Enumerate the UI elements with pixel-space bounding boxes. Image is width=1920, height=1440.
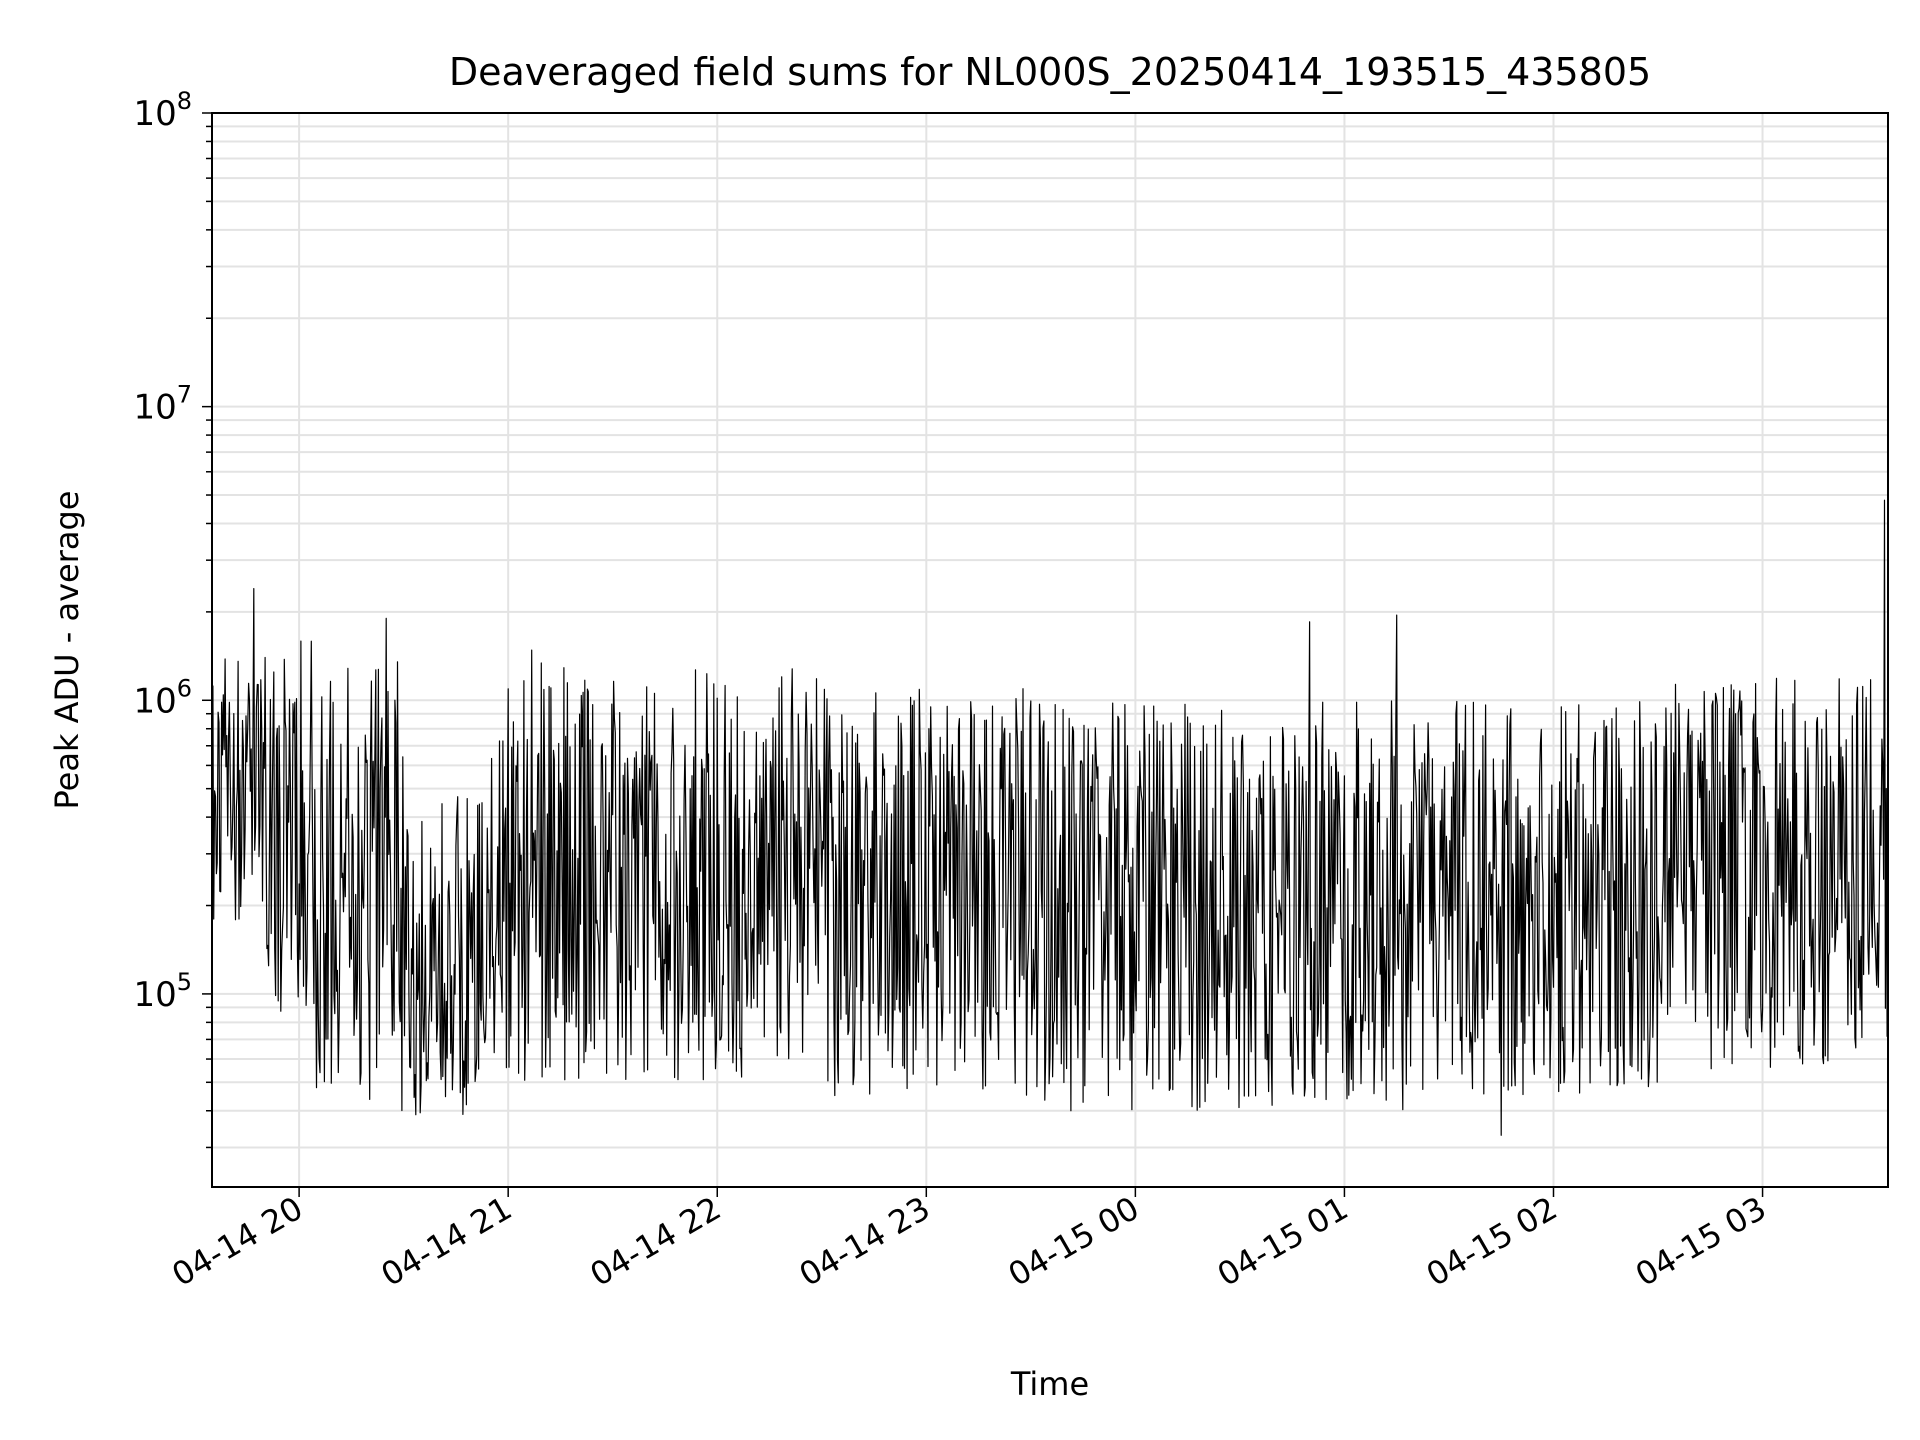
y-axis-label: Peak ADU - average	[48, 491, 86, 810]
x-tick-layer: 04-14 20 04-14 21 04-14 22 04-14 23 04-15 00…	[166, 1187, 1773, 1294]
x-tick-label: 04-15 03	[1629, 1189, 1773, 1294]
x-tick-label: 04-14 21	[375, 1189, 519, 1294]
y-tick-label: 107	[133, 381, 192, 428]
y-tick-label: 106	[133, 674, 192, 721]
y-tick-layer: 105 106 107 108	[133, 87, 212, 1147]
x-tick-label: 04-14 20	[166, 1189, 310, 1294]
x-tick-label: 04-14 23	[793, 1189, 937, 1294]
x-tick-label: 04-15 01	[1211, 1189, 1355, 1294]
x-tick-label: 04-14 22	[584, 1189, 728, 1294]
y-tick-label: 105	[133, 968, 192, 1015]
x-tick-label: 04-15 00	[1002, 1189, 1146, 1294]
chart-title: Deaveraged field sums for NL000S_2025041…	[449, 50, 1651, 94]
y-tick-label: 108	[133, 87, 192, 134]
x-tick-label: 04-15 02	[1420, 1189, 1564, 1294]
x-axis-label: Time	[1010, 1365, 1089, 1403]
